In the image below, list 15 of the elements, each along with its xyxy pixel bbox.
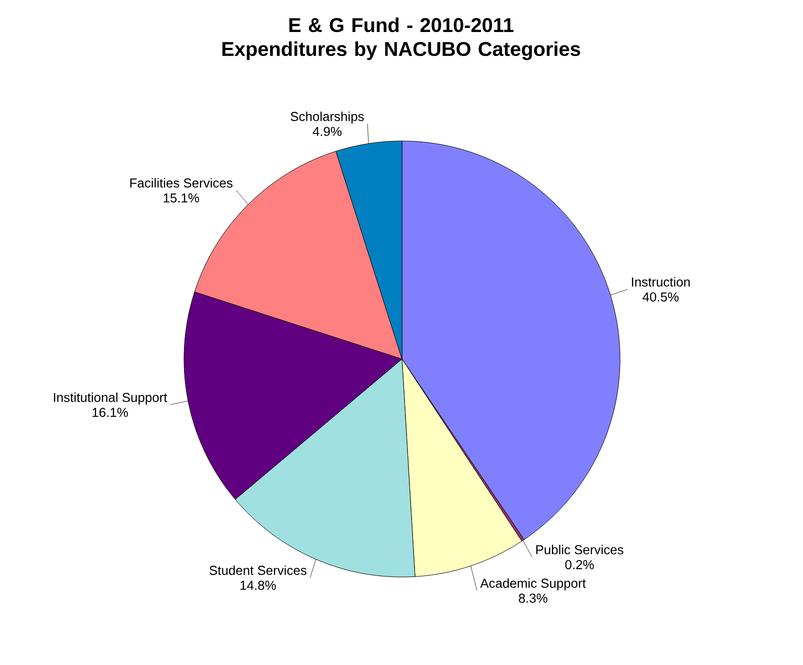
data-label: 8.3% [518,594,548,603]
slice-label: Academic Support [480,578,586,590]
slice-label: Scholarships [290,112,364,124]
slice-label: Institutional Support [54,392,168,405]
data-label: 15.1% [164,193,200,203]
slice-label: Public Services [536,544,624,554]
data-label: 14.8% [240,580,276,590]
slice-label: Student Services [210,565,306,575]
data-label: 40.5% [642,292,679,302]
slice-label: Facilities Services [130,178,232,188]
slice-label: Instruction [632,277,690,287]
data-label: 0.2% [565,560,594,570]
chart-title: E & G Fund - 2010-2011 Expenditures by NACUBO Categories [222,18,580,60]
data-label: 16.1% [92,408,128,417]
data-label: 4.9% [312,126,342,136]
